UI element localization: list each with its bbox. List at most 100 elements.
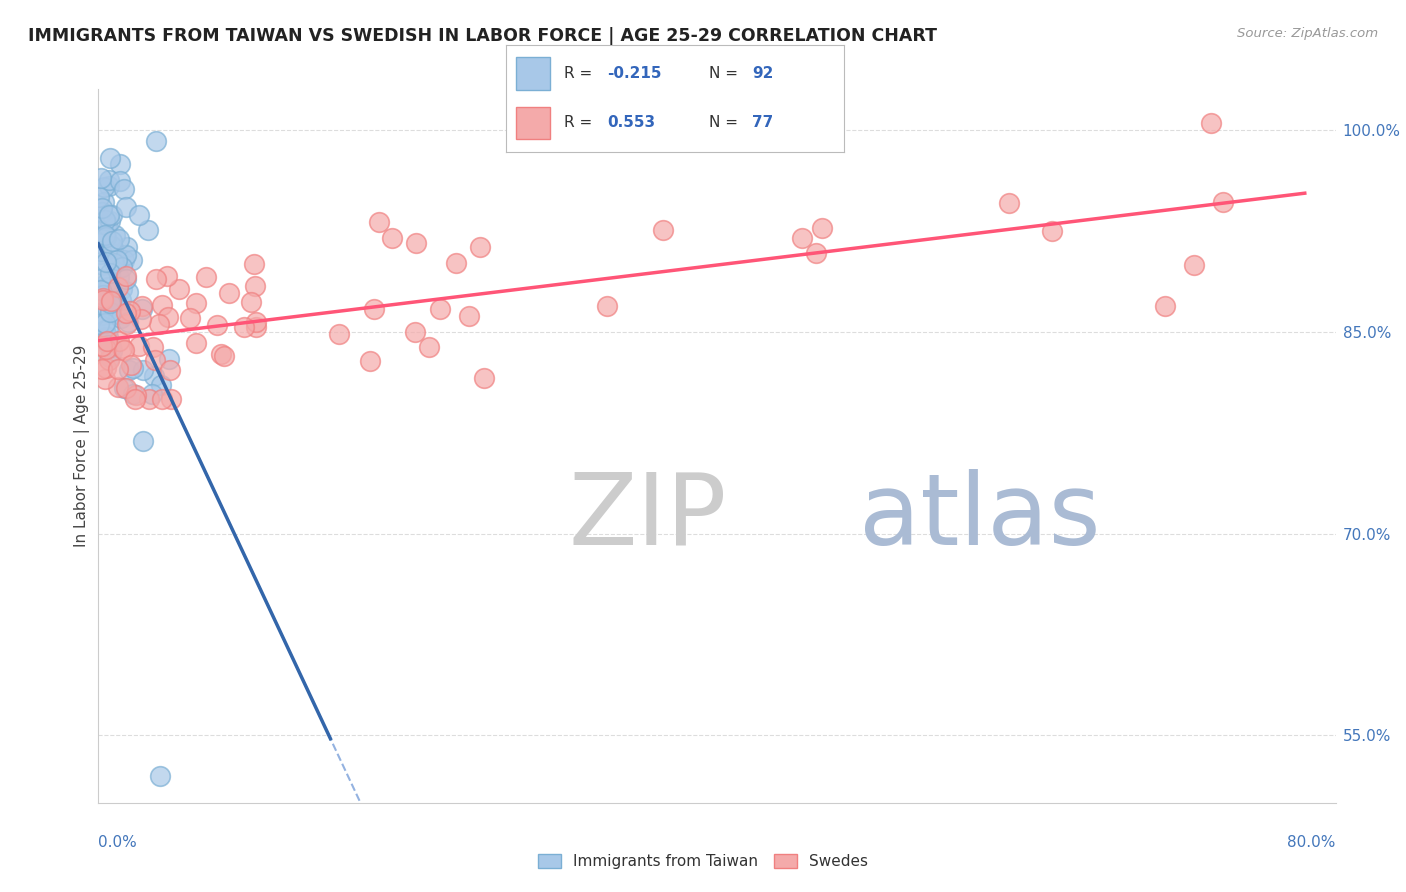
Point — [143, 352, 166, 367]
Text: IMMIGRANTS FROM TAIWAN VS SWEDISH IN LABOR FORCE | AGE 25-29 CORRELATION CHART: IMMIGRANTS FROM TAIWAN VS SWEDISH IN LAB… — [28, 27, 938, 45]
Point — [89, 190, 111, 204]
Point — [100, 340, 122, 354]
Point — [110, 311, 132, 326]
Point — [468, 240, 491, 254]
Point — [167, 282, 190, 296]
Point — [101, 208, 124, 222]
Point — [245, 315, 267, 329]
Point — [115, 306, 138, 320]
Point — [429, 301, 451, 316]
Point — [121, 252, 143, 267]
Point — [131, 301, 153, 316]
Text: 0.553: 0.553 — [607, 115, 655, 130]
Point — [93, 288, 115, 302]
Point — [96, 301, 118, 315]
Point — [128, 209, 150, 223]
Point — [97, 279, 120, 293]
Point — [91, 292, 114, 306]
Point — [97, 338, 120, 352]
Point — [212, 349, 235, 363]
Point — [96, 334, 118, 348]
Point — [149, 769, 172, 783]
Point — [117, 285, 139, 299]
Point — [96, 280, 118, 294]
Point — [93, 330, 115, 344]
Point — [89, 271, 111, 285]
Point — [115, 268, 138, 283]
Point — [124, 392, 146, 406]
Point — [98, 353, 121, 368]
Point — [142, 340, 165, 354]
Point — [240, 294, 263, 309]
Point — [242, 257, 264, 271]
Point — [156, 310, 179, 325]
Point — [115, 272, 138, 286]
Point — [184, 336, 207, 351]
Point — [1154, 299, 1177, 313]
Point — [94, 228, 117, 243]
Point — [100, 350, 122, 364]
Point — [363, 301, 385, 316]
Point — [1199, 116, 1222, 130]
Point — [328, 326, 350, 341]
Point — [96, 216, 118, 230]
Point — [91, 309, 114, 323]
Point — [359, 354, 381, 368]
Point — [94, 342, 117, 356]
Point — [90, 171, 112, 186]
Point — [108, 232, 131, 246]
Point — [104, 293, 127, 308]
Point — [90, 244, 112, 258]
Point — [418, 340, 440, 354]
Point — [93, 180, 115, 194]
Point — [98, 213, 121, 227]
Point — [98, 209, 121, 223]
Point — [101, 343, 124, 358]
Point — [444, 255, 467, 269]
FancyBboxPatch shape — [516, 107, 550, 139]
Point — [145, 272, 167, 286]
Point — [194, 270, 217, 285]
Text: 77: 77 — [752, 115, 773, 130]
Point — [97, 329, 120, 343]
Point — [129, 311, 152, 326]
Point — [89, 317, 111, 331]
Point — [115, 317, 138, 331]
Point — [118, 303, 141, 318]
Point — [157, 352, 180, 367]
Point — [98, 151, 121, 165]
Point — [811, 221, 834, 235]
Point — [91, 204, 114, 219]
Point — [148, 317, 170, 331]
Point — [179, 311, 201, 326]
Point — [792, 230, 814, 244]
Point — [98, 307, 121, 321]
Point — [1182, 258, 1205, 272]
Text: N =: N = — [709, 115, 742, 130]
Point — [107, 280, 129, 294]
Point — [101, 241, 124, 255]
Point — [209, 347, 232, 361]
Point — [103, 256, 125, 270]
Point — [138, 392, 160, 406]
Point — [233, 319, 256, 334]
Point — [101, 297, 124, 311]
Point — [150, 392, 173, 406]
Point — [111, 341, 134, 355]
Point — [89, 225, 111, 239]
Text: R =: R = — [564, 66, 596, 81]
Point — [145, 134, 167, 148]
Text: R =: R = — [564, 115, 596, 130]
Point — [110, 293, 132, 308]
Point — [472, 371, 495, 385]
Point — [218, 286, 240, 301]
Point — [89, 282, 111, 296]
Text: 0.0%: 0.0% — [98, 836, 138, 850]
Point — [90, 283, 112, 297]
Point — [114, 248, 136, 262]
Point — [159, 363, 181, 377]
Point — [107, 362, 129, 376]
Point — [245, 319, 267, 334]
Point — [93, 194, 115, 209]
Point — [94, 213, 117, 227]
